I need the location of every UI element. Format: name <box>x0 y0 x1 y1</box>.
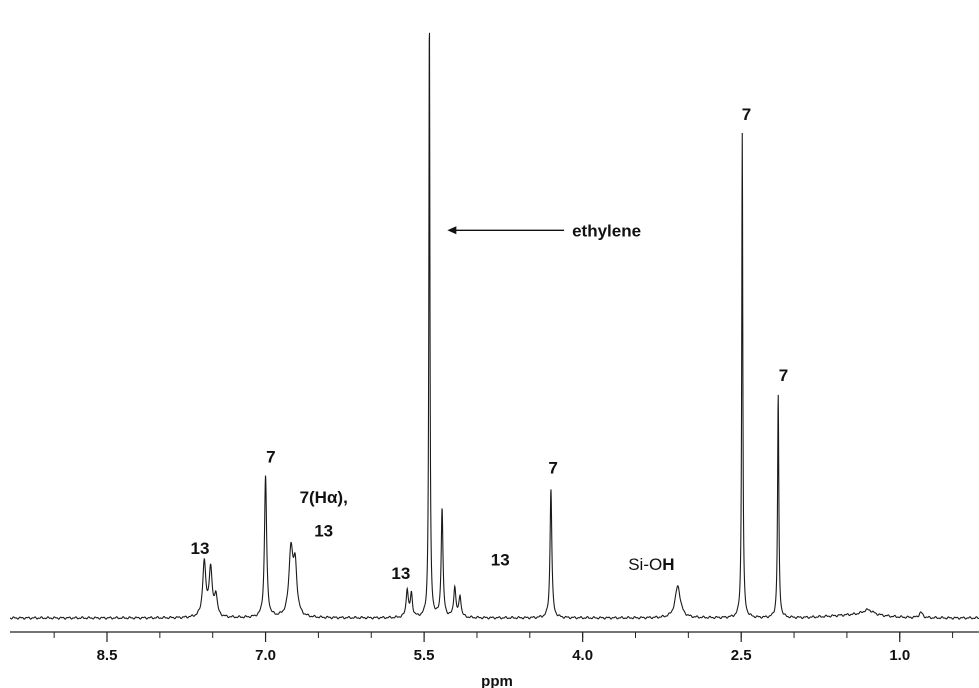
peak-annotation: 13 <box>491 551 510 570</box>
ethylene-arrow-head <box>447 226 457 235</box>
peak-annotation: 7 <box>742 105 751 124</box>
peak-annotation: ethylene <box>572 221 641 240</box>
x-tick-label: 5.5 <box>414 647 435 664</box>
peak-annotation: 13 <box>314 522 333 541</box>
peak-annotation: 7(Hα), <box>300 488 348 507</box>
x-tick-label: 8.5 <box>97 647 118 664</box>
x-tick-label: 4.0 <box>572 647 593 664</box>
x-tick-label: 7.0 <box>255 647 276 664</box>
peak-annotation: 7 <box>779 366 788 385</box>
peak-annotation: 7 <box>266 447 275 466</box>
x-tick-label: 1.0 <box>889 647 910 664</box>
x-tick-label: 2.5 <box>731 647 752 664</box>
spectrum-trace <box>9 32 979 620</box>
peak-annotation: 13 <box>191 539 210 558</box>
peak-annotation: 13 <box>391 564 410 583</box>
peak-annotation: 7 <box>548 458 557 477</box>
spectrum-layer <box>9 32 979 620</box>
peak-annotation: Si-OH <box>628 555 674 574</box>
x-axis: 8.57.05.54.02.51.0-0.5-2.0-3.5ppm <box>10 631 979 688</box>
x-axis-title: ppm <box>481 673 513 688</box>
